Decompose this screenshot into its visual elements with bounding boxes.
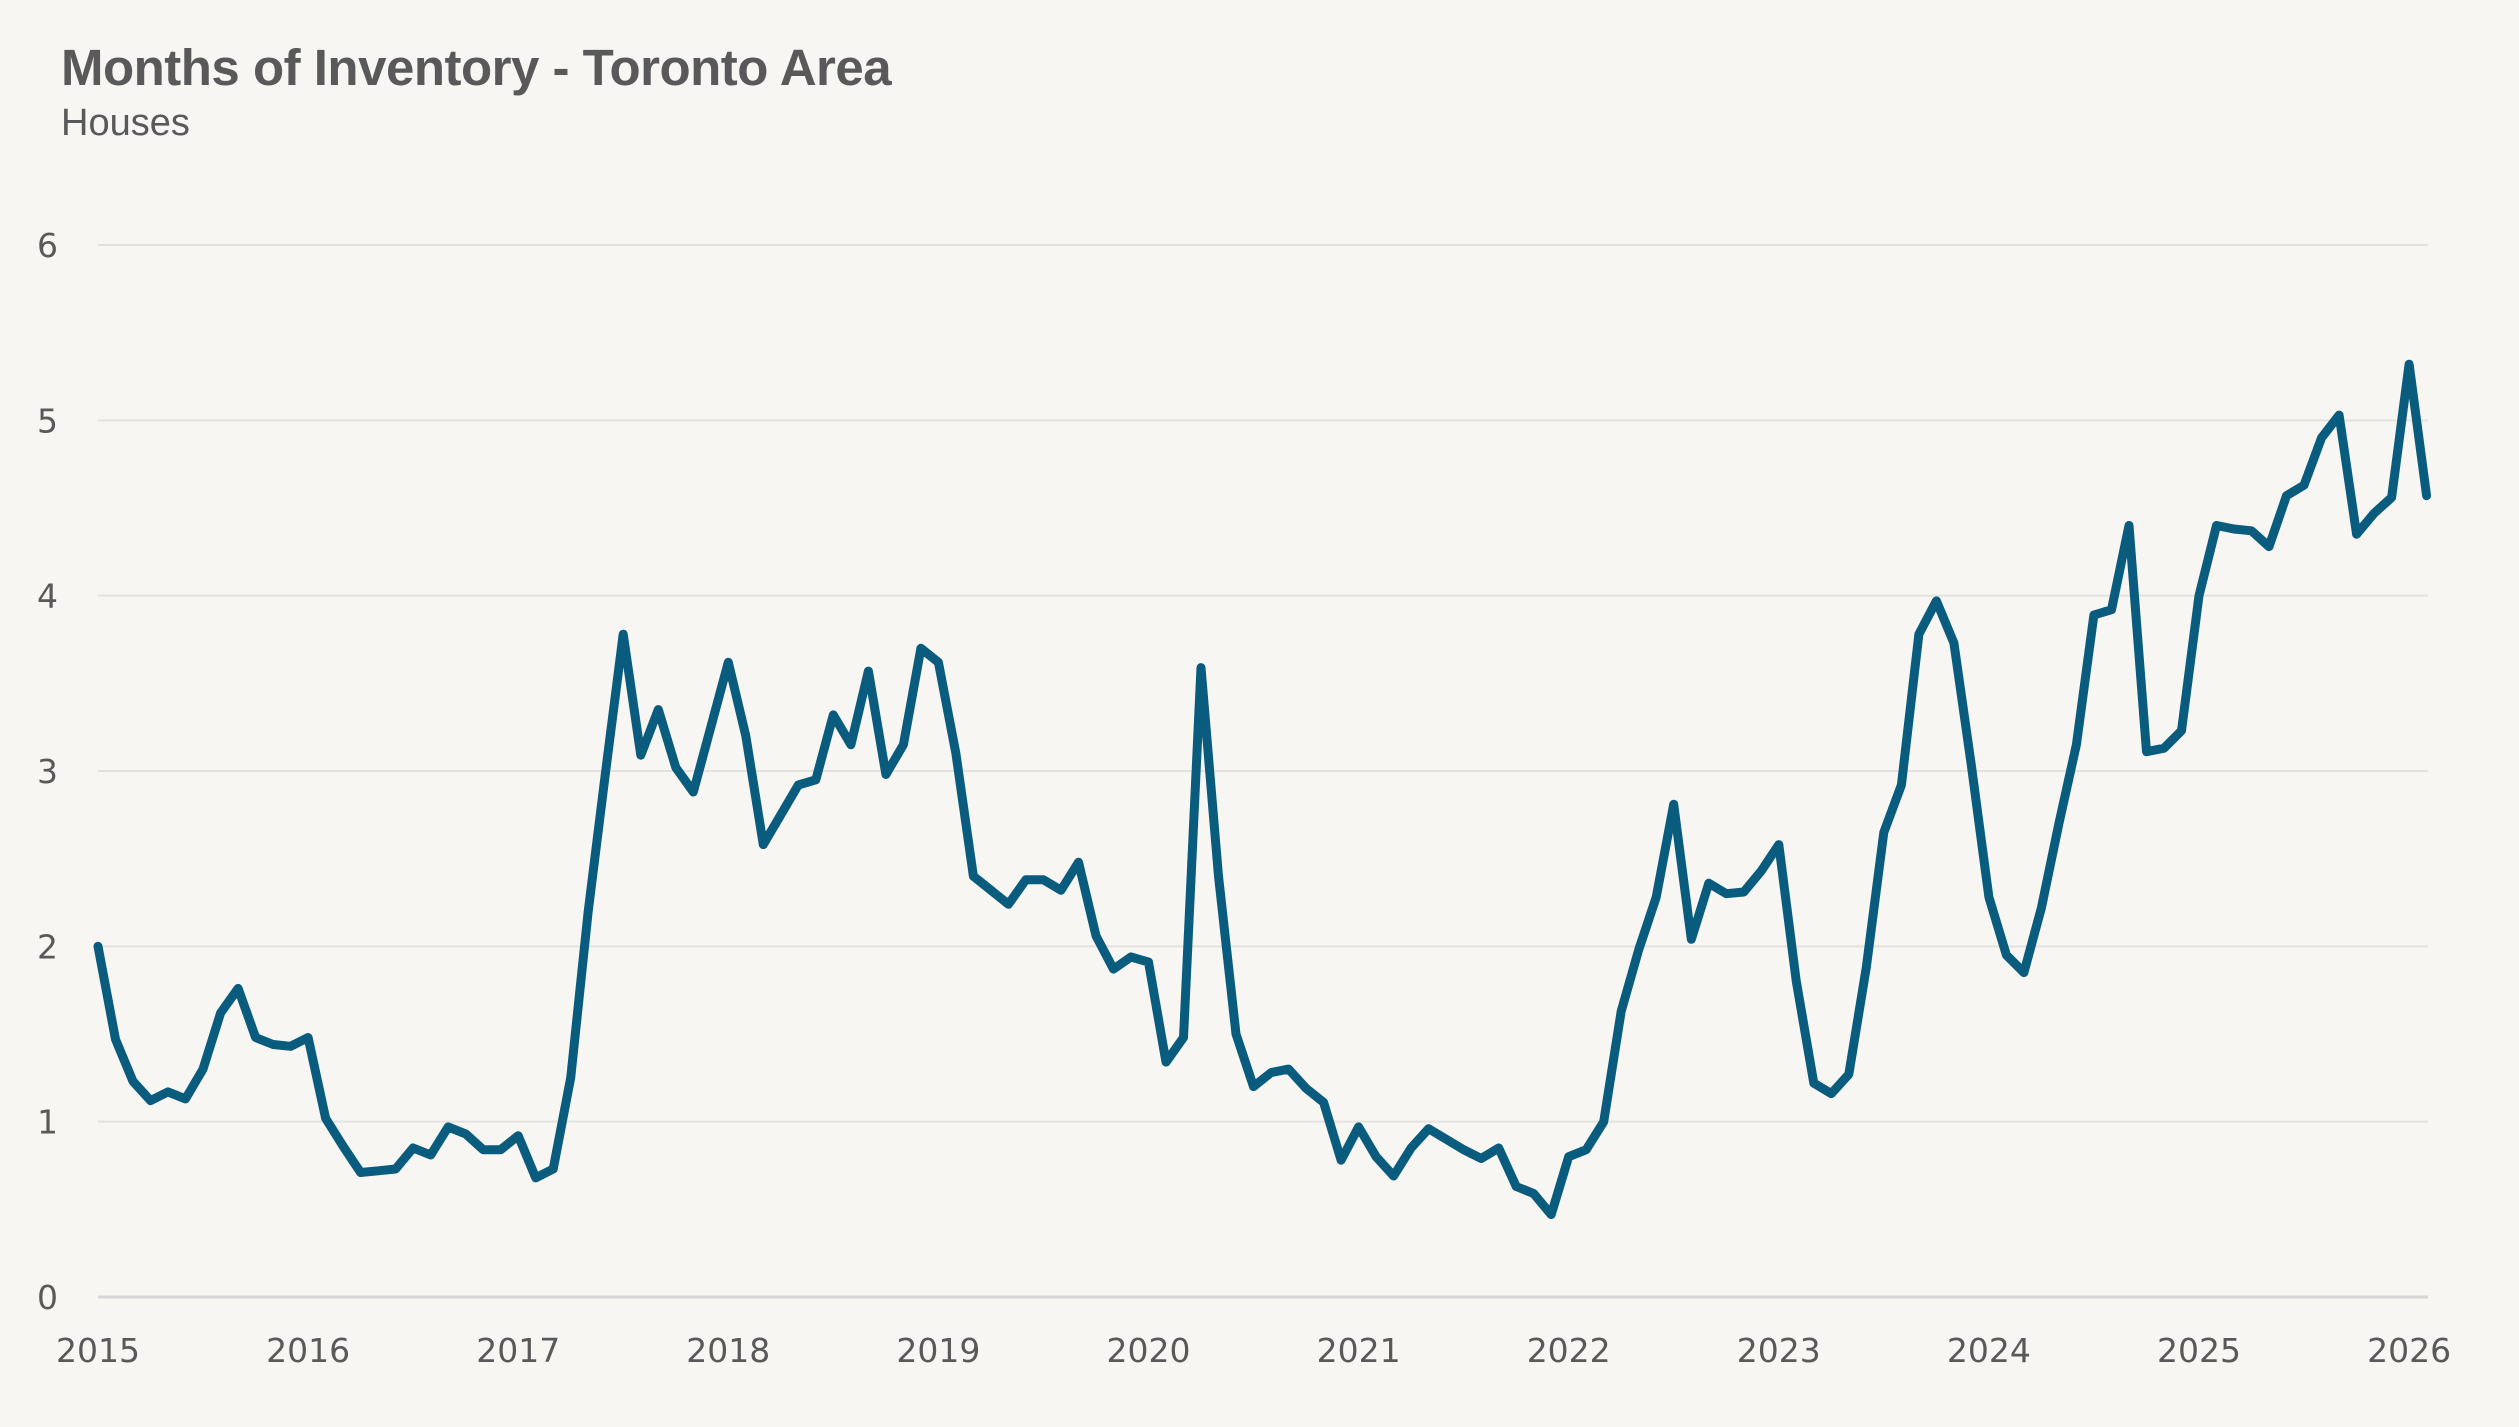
series-line-houses (93, 359, 2432, 1220)
x-tick-label: 2018 (686, 1331, 770, 1370)
chart-subtitle: Houses (61, 102, 190, 144)
x-tick-label: 2019 (896, 1331, 980, 1370)
x-tick-label: 2022 (1527, 1331, 1611, 1370)
x-tick-label: 2025 (2157, 1331, 2241, 1370)
y-tick-label: 5 (37, 401, 58, 440)
y-tick-label: 1 (37, 1103, 58, 1142)
x-tick-label: 2023 (1737, 1331, 1821, 1370)
y-tick-label: 3 (37, 752, 58, 791)
y-tick-label: 0 (37, 1278, 58, 1317)
y-tick-label: 4 (37, 577, 58, 616)
x-tick-label: 2024 (1947, 1331, 2031, 1370)
x-tick-label: 2016 (266, 1331, 350, 1370)
x-tick-label: 2020 (1107, 1331, 1191, 1370)
y-tick-label: 2 (37, 927, 58, 966)
x-tick-label: 2015 (56, 1331, 140, 1370)
y-tick-label: 6 (37, 226, 58, 265)
chart-title: Months of Inventory - Toronto Area (61, 39, 892, 96)
x-tick-label: 2021 (1317, 1331, 1401, 1370)
x-tick-label: 2017 (476, 1331, 560, 1370)
x-tick-label: 2026 (2367, 1331, 2451, 1370)
